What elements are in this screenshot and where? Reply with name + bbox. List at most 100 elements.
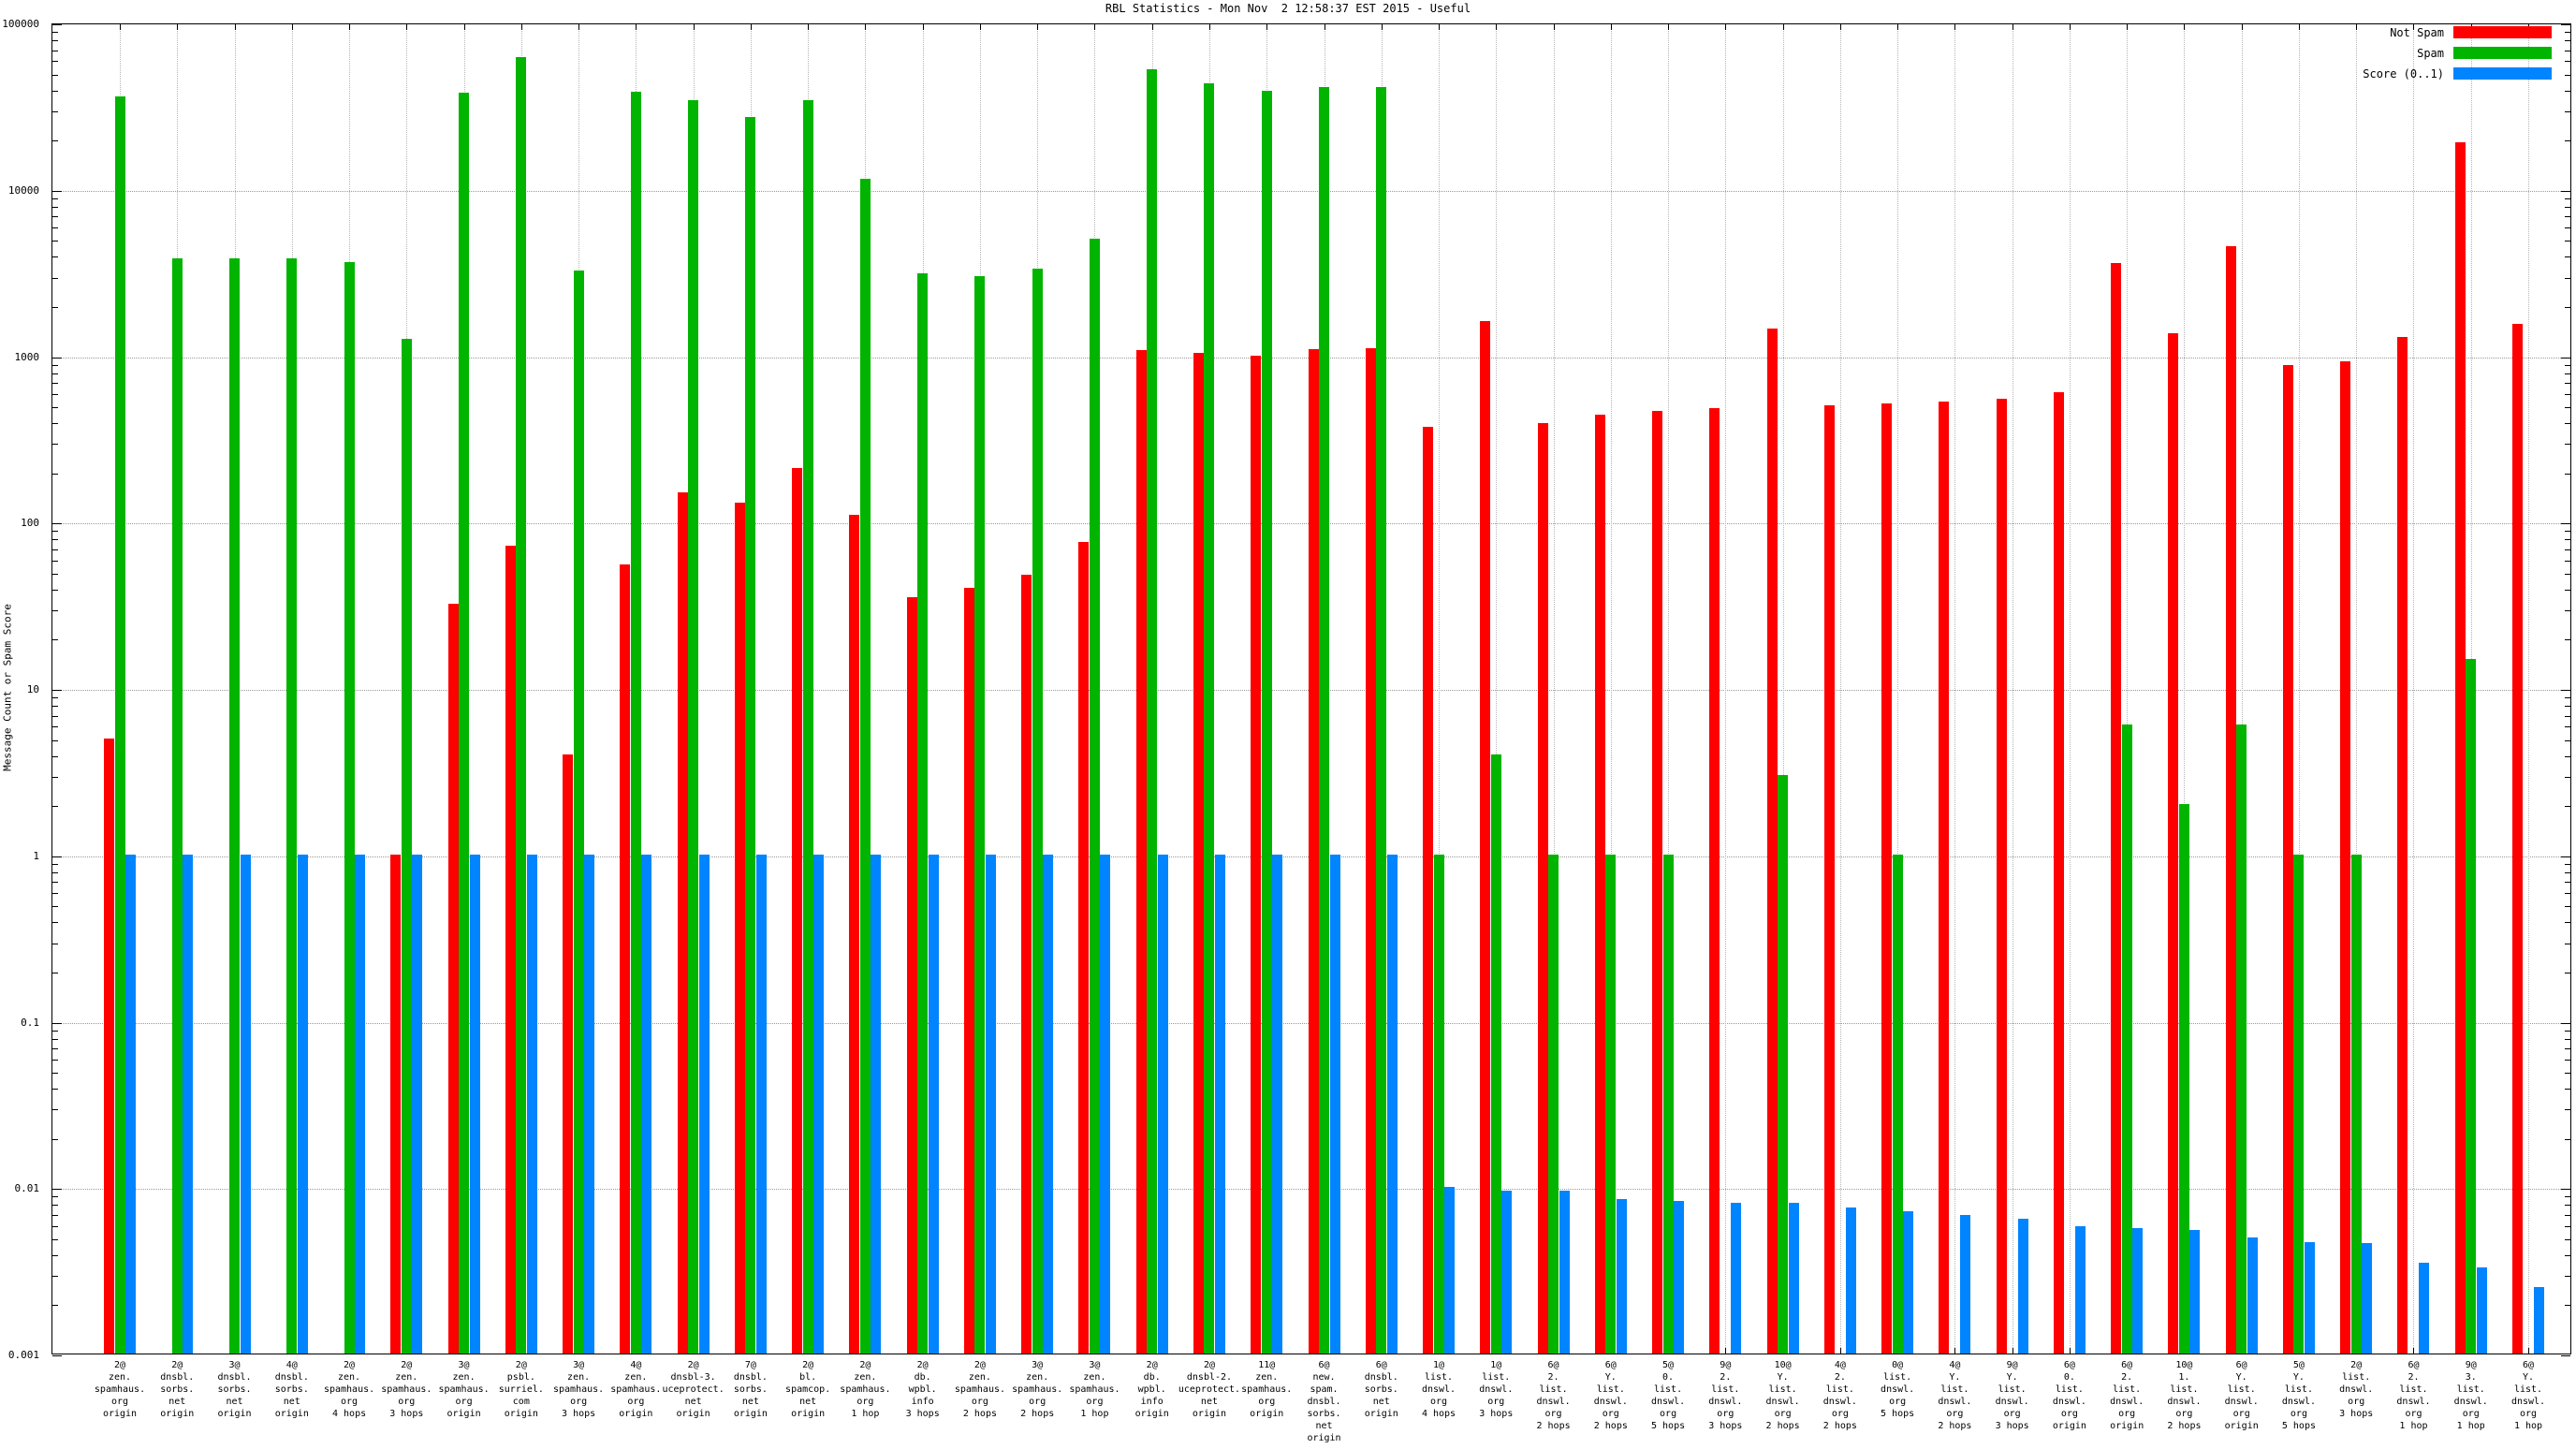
y-minor-tick bbox=[52, 1059, 58, 1061]
x-tick-label-line: org bbox=[1946, 1409, 1964, 1419]
bar-spam bbox=[1892, 854, 1903, 1354]
x-tick-label-line: 6@ bbox=[2235, 1360, 2247, 1370]
bar-not-spam bbox=[677, 491, 688, 1354]
bar-score bbox=[1386, 854, 1398, 1354]
y-major-tick bbox=[52, 1022, 62, 1024]
x-tick-label: 11@ zen. spamhaus. org origin bbox=[1241, 1359, 1292, 1420]
x-tick-label-line: list. bbox=[2342, 1372, 2371, 1383]
x-tick-label-line: dnswl. bbox=[1881, 1384, 1915, 1395]
x-tick-label-line: 4 hops bbox=[331, 1409, 367, 1419]
x-tick-label-line: 2@ bbox=[916, 1360, 929, 1370]
x-bottom-tick bbox=[2069, 1348, 2071, 1354]
x-tick-label-line: 9@ bbox=[2465, 1360, 2477, 1370]
x-tick-label-line: dnswl. bbox=[1708, 1397, 1743, 1407]
bar-spam bbox=[802, 100, 813, 1354]
x-tick-label-line: zen. bbox=[1026, 1372, 1049, 1383]
x-tick-label-line: Y. bbox=[2292, 1372, 2305, 1383]
x-tick-label-line: 2 hops bbox=[1020, 1409, 1055, 1419]
x-tick-label: 2@ db. wpbl. info 3 hops bbox=[906, 1359, 940, 1420]
y-axis-tick-labels: 100000 10000 1000 100 10 1 0.1 0.01 0.001 bbox=[0, 18, 47, 1361]
y-minor-tick bbox=[52, 277, 58, 279]
bar-score bbox=[698, 854, 710, 1354]
y-minor-tick bbox=[2565, 1089, 2570, 1090]
x-tick-label: 2@ zen. spamhaus. org origin bbox=[95, 1359, 145, 1420]
bar-spam bbox=[573, 270, 584, 1354]
y-minor-tick bbox=[2565, 806, 2570, 808]
y-minor-tick bbox=[2565, 706, 2570, 708]
y-minor-tick bbox=[2565, 32, 2570, 34]
y-minor-tick bbox=[2565, 206, 2570, 208]
x-tick-label-line: dnswl. bbox=[1938, 1397, 1972, 1407]
x-top-tick bbox=[1151, 24, 1153, 30]
x-tick-label-line: 2 hops bbox=[1822, 1421, 1857, 1431]
x-tick-label-line: 1 hop bbox=[1080, 1409, 1109, 1419]
bar-score bbox=[183, 854, 194, 1354]
x-tick-label-line: list. bbox=[1883, 1372, 1912, 1383]
x-tick-label-line: 6@ bbox=[1547, 1360, 1559, 1370]
x-bottom-tick bbox=[2413, 1348, 2415, 1354]
x-tick-label-line: org bbox=[2118, 1409, 2136, 1419]
x-tick-label-line: list. bbox=[2456, 1384, 2485, 1395]
chart-title: RBL Statistics - Mon Nov 2 12:58:37 EST … bbox=[1105, 2, 1471, 15]
x-tick-label-line: 0. bbox=[2063, 1372, 2075, 1383]
y-minor-tick bbox=[2565, 1073, 2570, 1074]
x-tick-label-line: 3. bbox=[2465, 1372, 2477, 1383]
y-minor-tick bbox=[52, 539, 58, 541]
bar-not-spam bbox=[1823, 405, 1835, 1354]
y-minor-tick bbox=[2565, 755, 2570, 757]
x-tick-label-line: 3 hops bbox=[905, 1409, 940, 1419]
x-tick-label-line: org bbox=[110, 1397, 129, 1407]
y-major-tick bbox=[2561, 856, 2570, 857]
x-tick-label-line: org bbox=[627, 1397, 645, 1407]
x-tick-label-line: org bbox=[2405, 1409, 2422, 1419]
x-tick-label-line: 2@ bbox=[113, 1360, 126, 1370]
x-tick-label-line: Y. bbox=[1604, 1372, 1617, 1383]
x-tick-label-line: org bbox=[570, 1397, 588, 1407]
x-tick-label-line: 6@ bbox=[2063, 1360, 2075, 1370]
x-top-tick bbox=[1954, 24, 1956, 30]
x-tick-label-line: 3 hops bbox=[1479, 1409, 1514, 1419]
x-tick-label-line: dnswl. bbox=[2052, 1397, 2086, 1407]
y-major-tick bbox=[2561, 1022, 2570, 1024]
x-top-tick bbox=[2298, 24, 2300, 30]
x-top-tick bbox=[2184, 24, 2186, 30]
x-tick-label-line: 4 hops bbox=[1421, 1409, 1456, 1419]
x-tick-label-line: net bbox=[1200, 1397, 1218, 1407]
y-minor-tick bbox=[2565, 893, 2570, 895]
x-tick-label-line: sorbs. bbox=[733, 1384, 768, 1395]
y-minor-tick bbox=[2565, 227, 2570, 229]
x-tick-label-line: 2@ bbox=[973, 1360, 986, 1370]
x-tick-label-line: dnsbl. bbox=[1307, 1397, 1341, 1407]
bar-score bbox=[2419, 1263, 2430, 1354]
bar-not-spam bbox=[1652, 411, 1663, 1354]
x-tick-label: 1@ list. dnswl. org 4 hops bbox=[1422, 1359, 1456, 1420]
y-gridline bbox=[52, 190, 2570, 192]
x-tick-label-line: spamhaus. bbox=[94, 1384, 146, 1395]
y-minor-tick bbox=[52, 306, 58, 308]
bar-spam bbox=[1490, 754, 1501, 1354]
y-minor-tick bbox=[52, 893, 58, 895]
x-tick-label-line: zen. bbox=[395, 1372, 418, 1383]
x-tick-label-line: origin bbox=[1307, 1433, 1341, 1443]
y-minor-tick bbox=[2565, 882, 2570, 884]
x-tick-label-line: 2. bbox=[1720, 1372, 1732, 1383]
x-tick-label-line: org bbox=[1487, 1397, 1505, 1407]
bar-not-spam bbox=[792, 467, 803, 1354]
x-tick-label: 3@ zen. spamhaus. org 3 hops bbox=[553, 1359, 604, 1420]
x-tick-label-line: dnswl. bbox=[1765, 1397, 1800, 1407]
x-tick-label-line: dnswl. bbox=[2396, 1397, 2431, 1407]
legend-swatch-score bbox=[2453, 67, 2552, 80]
x-tick-label: 3@ zen. spamhaus. org 1 hop bbox=[1069, 1359, 1120, 1420]
y-tick-label: 10000 bbox=[7, 183, 39, 197]
x-tick-label-line: origin bbox=[446, 1409, 481, 1419]
y-major-tick bbox=[52, 357, 62, 359]
x-tick-label-line: org bbox=[2003, 1409, 2021, 1419]
x-tick-label-line: dnsbl. bbox=[217, 1372, 252, 1383]
x-tick-label-line: surriel. bbox=[498, 1384, 544, 1395]
x-tick-label-line: dnswl. bbox=[2167, 1397, 2202, 1407]
x-tick-label-line: Y. bbox=[2522, 1372, 2535, 1383]
bar-spam bbox=[1778, 774, 1789, 1354]
x-gridline bbox=[1668, 24, 1670, 1354]
x-tick-label-line: zen. bbox=[854, 1372, 877, 1383]
x-tick-label-line: 9@ bbox=[1720, 1360, 1732, 1370]
